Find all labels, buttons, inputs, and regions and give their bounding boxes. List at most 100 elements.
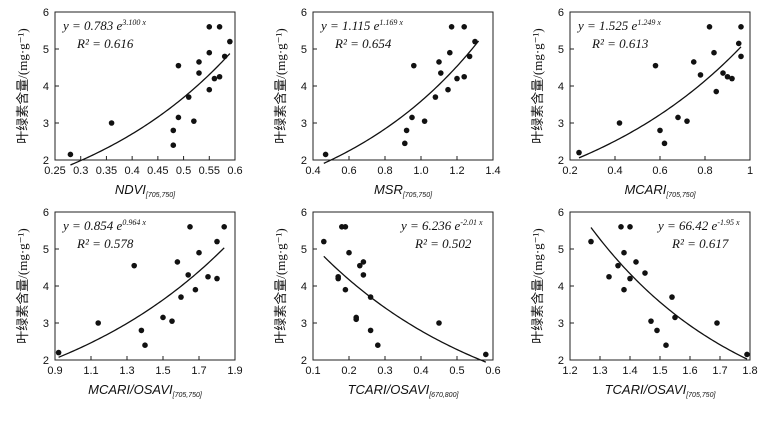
x-axis-label: NDVI[705,750] — [115, 182, 176, 199]
data-point — [353, 314, 360, 321]
x-tick-label: 1.5 — [652, 365, 667, 377]
x-tick-label: 1.4 — [485, 165, 500, 177]
data-point — [214, 238, 220, 245]
y-tick-label: 3 — [301, 118, 307, 130]
x-tick-label: 0.35 — [96, 165, 117, 177]
x-tick-label: 1.7 — [712, 365, 727, 377]
x-tick-label: 1.3 — [119, 365, 134, 377]
data-point — [711, 49, 717, 56]
data-point — [175, 62, 182, 69]
y-tick-label: 3 — [43, 318, 49, 330]
data-point — [436, 59, 442, 65]
data-point — [335, 275, 342, 282]
x-axis-label-subscript: [705,750] — [685, 392, 716, 399]
data-point — [621, 286, 627, 293]
r-squared: R² = 0.613 — [591, 36, 649, 51]
fit-curve — [58, 247, 225, 358]
data-point — [633, 259, 639, 265]
y-tick-label: 4 — [301, 81, 307, 93]
x-tick-label: 0.5 — [449, 365, 464, 377]
r-squared: R² = 0.616 — [76, 36, 134, 51]
y-tick-label: 2 — [301, 155, 307, 167]
data-point — [738, 24, 744, 30]
x-tick-label: 1.0 — [413, 165, 428, 177]
x-tick-label: 1.7 — [191, 365, 206, 377]
data-point — [642, 270, 648, 276]
data-point — [214, 275, 220, 282]
panel-1: 0.25 0.3 0.35 0.4 0.45 0.5 0.55 0.6 2 3 4 5 6 叶绿素含量/(… — [15, 7, 243, 199]
y-tick-label: 2 — [558, 355, 564, 367]
x-axis-label-main: TCARI/OSAVI — [348, 382, 430, 397]
data-point — [724, 73, 731, 80]
data-point — [744, 351, 750, 358]
y-tick-label: 5 — [301, 244, 307, 256]
y-axis-label: 叶绿素含量/(mg·g⁻¹) — [530, 28, 545, 143]
fit-equation: y = 1.115 e1.169 x — [319, 18, 403, 33]
fit-equation: y = 66.42 e-1.95 x — [656, 218, 740, 233]
data-point — [654, 327, 660, 334]
x-tick-label: 1 — [747, 165, 753, 177]
data-point — [321, 238, 327, 245]
fit-equation: y = 6.236 e-2.01 x — [399, 218, 483, 233]
data-point — [108, 120, 115, 126]
x-tick-label: 0.9 — [47, 365, 62, 377]
y-tick-label: 3 — [43, 118, 49, 130]
y-tick-label: 3 — [558, 118, 564, 130]
data-point — [445, 86, 451, 93]
x-axis-label: TCARI/OSAVI[670,800] — [348, 382, 460, 399]
data-point — [346, 249, 352, 256]
data-point — [178, 294, 184, 300]
x-tick-label: 1.1 — [83, 365, 98, 377]
x-tick-label: 1.2 — [449, 165, 464, 177]
x-tick-label: 0.25 — [44, 165, 65, 177]
r-squared: R² = 0.654 — [334, 36, 392, 51]
data-point — [421, 118, 428, 124]
data-point — [322, 151, 329, 158]
fit-curve — [590, 227, 748, 360]
fit-curve — [70, 53, 231, 166]
data-point — [461, 73, 468, 80]
plot-frame — [312, 11, 494, 161]
panel-5: 0.1 0.2 0.3 0.4 0.5 0.6 2 3 4 5 6 叶绿素含量/(mg·g⁻¹) TCA… — [273, 207, 501, 399]
plot-frame — [569, 211, 751, 361]
data-point — [403, 127, 410, 134]
data-point — [735, 40, 742, 47]
y-tick-label: 4 — [558, 281, 564, 293]
data-point — [738, 53, 744, 60]
data-point — [448, 24, 455, 30]
data-point — [454, 75, 460, 82]
data-point — [729, 75, 735, 82]
y-tick-label: 4 — [43, 81, 49, 93]
data-point — [67, 151, 74, 158]
x-axis-label-subscript: [705,750] — [172, 392, 203, 399]
x-tick-label: 1.8 — [742, 365, 757, 377]
fit-equation: y = 1.525 e1.249 x — [576, 18, 661, 33]
y-axis-label: 叶绿素含量/(mg·g⁻¹) — [273, 28, 288, 143]
data-point — [206, 24, 213, 30]
data-point — [221, 53, 228, 60]
x-tick-label: 0.8 — [377, 165, 392, 177]
data-point — [690, 59, 697, 65]
data-point — [409, 114, 415, 121]
data-point — [170, 127, 177, 134]
plot-frame — [312, 211, 494, 361]
data-point — [706, 24, 713, 30]
fit-curve — [578, 46, 742, 159]
x-tick-label: 1.2 — [562, 365, 577, 377]
data-point — [211, 75, 218, 82]
data-point — [675, 114, 681, 121]
y-tick-label: 5 — [558, 44, 564, 56]
data-point — [342, 224, 349, 230]
x-axis-label-main: NDVI — [115, 182, 146, 197]
y-tick-label: 5 — [301, 44, 307, 56]
x-tick-label: 0.2 — [341, 365, 356, 377]
data-point — [206, 86, 213, 93]
x-axis-label: MSR[705,750] — [374, 182, 433, 199]
data-point — [95, 320, 101, 326]
fit-equation: y = 0.783 e3.100 x — [61, 18, 146, 33]
x-axis-label-main: TCARI/OSAVI — [605, 382, 687, 397]
x-tick-label: 0.5 — [176, 165, 191, 177]
data-point — [669, 294, 675, 300]
x-axis-label-main: MSR — [374, 182, 403, 197]
x-axis-label: TCARI/OSAVI[705,750] — [605, 382, 717, 399]
